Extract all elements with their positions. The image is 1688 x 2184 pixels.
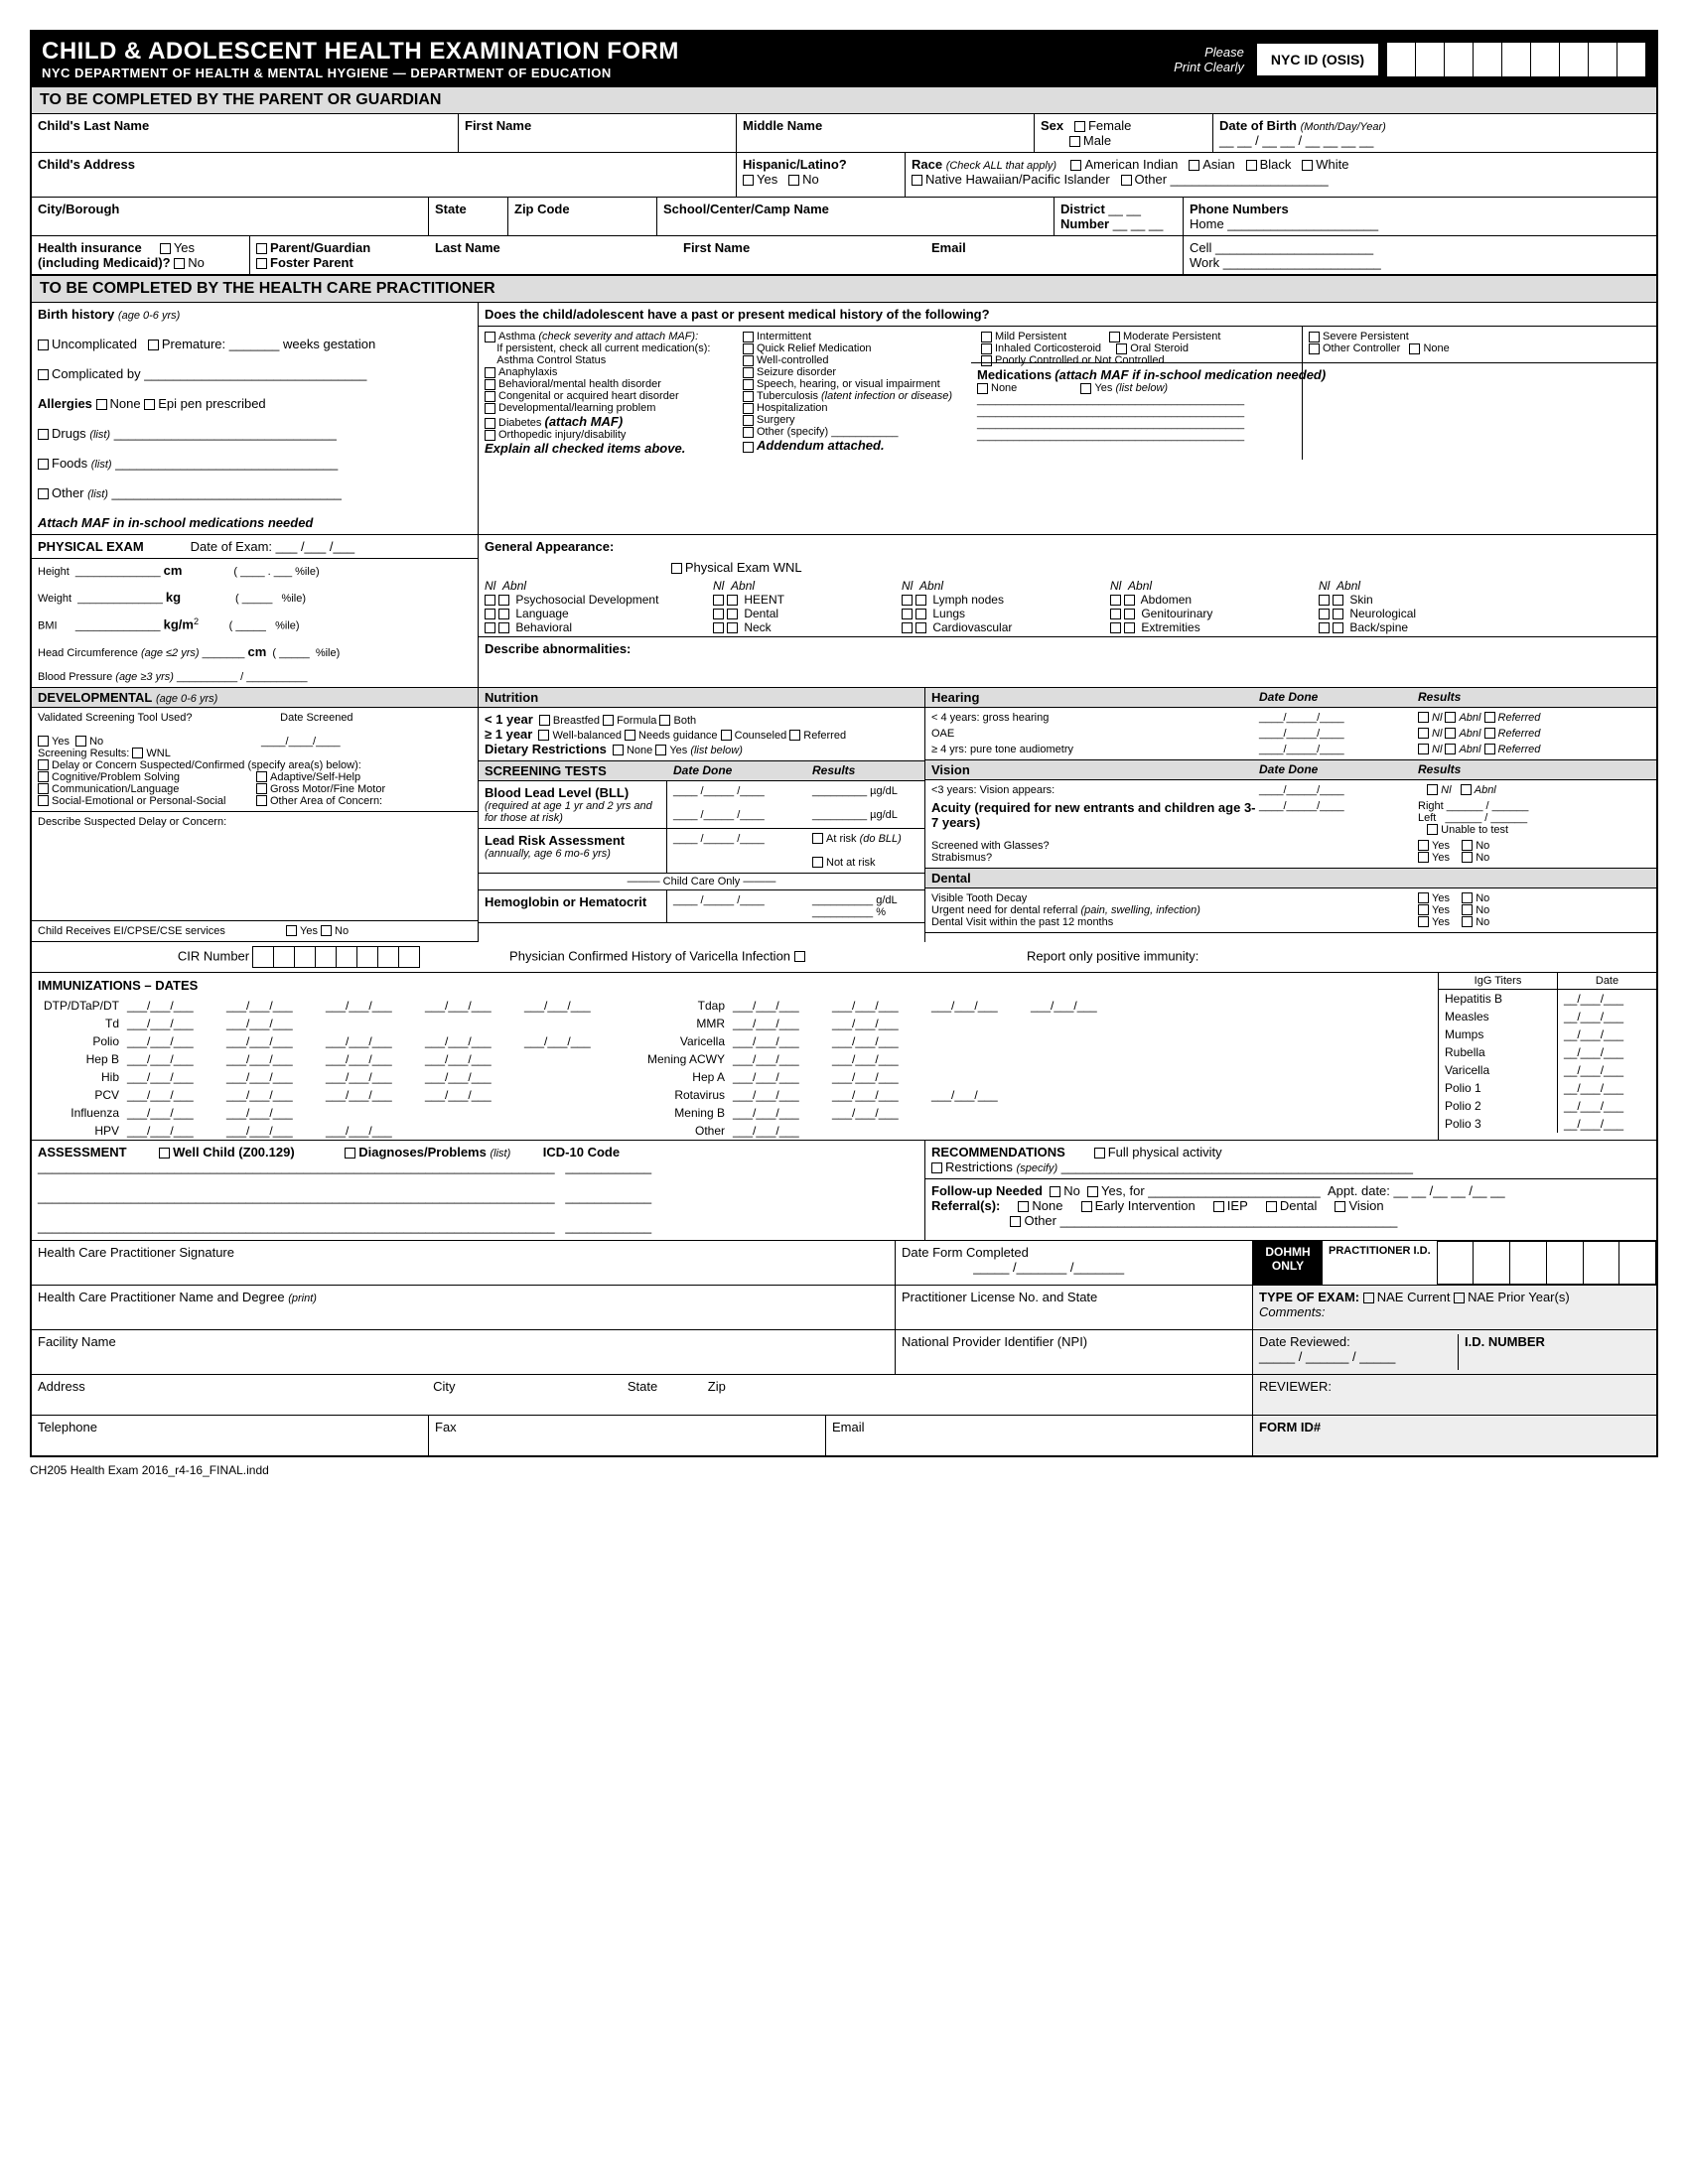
- birth-history-label: Birth history: [38, 307, 114, 322]
- first-name-label: First Name: [465, 118, 531, 133]
- number-label: Number: [1060, 216, 1109, 231]
- form-subtitle: NYC DEPARTMENT OF HEALTH & MENTAL HYGIEN…: [42, 66, 1174, 80]
- pe-title: PHYSICAL EXAM: [38, 539, 144, 554]
- race-other-checkbox[interactable]: [1121, 175, 1132, 186]
- dohmh-only-label: DOHMH ONLY: [1253, 1241, 1323, 1285]
- hisp-no-checkbox[interactable]: [788, 175, 799, 186]
- meds-yes-checkbox[interactable]: [1080, 383, 1091, 394]
- race-ai-checkbox[interactable]: [1070, 160, 1081, 171]
- prem-checkbox[interactable]: [148, 340, 159, 350]
- race-black-checkbox[interactable]: [1246, 160, 1257, 171]
- district-label: District: [1060, 202, 1105, 216]
- race-label: Race: [912, 157, 942, 172]
- dob-label: Date of Birth: [1219, 118, 1297, 133]
- ga-label: General Appearance:: [485, 539, 614, 554]
- asthma-checkbox[interactable]: [485, 332, 495, 342]
- nutrition-title: Nutrition: [485, 690, 538, 705]
- hi-no-checkbox[interactable]: [174, 258, 185, 269]
- print-note: PleasePrint Clearly: [1174, 45, 1244, 74]
- wellchild-checkbox[interactable]: [159, 1148, 170, 1159]
- address-row: Child's Address Hispanic/Latino? Yes No …: [32, 153, 1656, 198]
- zip-label: Zip Code: [514, 202, 570, 216]
- drugs-checkbox[interactable]: [38, 429, 49, 440]
- dob-field[interactable]: __ __ / __ __ / __ __ __ __: [1219, 133, 1373, 148]
- footer-filename: CH205 Health Exam 2016_r4-16_FINAL.indd: [30, 1463, 1658, 1477]
- fpa-checkbox[interactable]: [1094, 1148, 1105, 1159]
- middle-name-label: Middle Name: [743, 118, 822, 133]
- epi-checkbox[interactable]: [144, 399, 155, 410]
- diagnoses-checkbox[interactable]: [345, 1148, 355, 1159]
- hispanic-label: Hispanic/Latino?: [743, 157, 847, 172]
- phones-label: Phone Numbers: [1190, 202, 1289, 216]
- pg-checkbox[interactable]: [256, 243, 267, 254]
- foods-checkbox[interactable]: [38, 459, 49, 470]
- section-parent-header: TO BE COMPLETED BY THE PARENT OR GUARDIA…: [32, 86, 1656, 114]
- name-row: Child's Last Name First Name Middle Name…: [32, 114, 1656, 153]
- last-name-label: Child's Last Name: [38, 118, 149, 133]
- nae-current-checkbox[interactable]: [1363, 1293, 1374, 1303]
- hisp-yes-checkbox[interactable]: [743, 175, 754, 186]
- nycid-label: NYC ID (OSIS): [1256, 43, 1379, 76]
- vision-title: Vision: [925, 760, 1253, 779]
- dev-title: DEVELOPMENTAL: [38, 690, 152, 705]
- nae-prior-checkbox[interactable]: [1454, 1293, 1465, 1303]
- form-title: CHILD & ADOLESCENT HEALTH EXAMINATION FO…: [42, 38, 1174, 66]
- hi-yes-checkbox[interactable]: [160, 243, 171, 254]
- city-label: City/Borough: [38, 202, 119, 216]
- address-label: Child's Address: [38, 157, 135, 172]
- assessment-title: ASSESSMENT: [38, 1145, 127, 1160]
- varicella-history-checkbox[interactable]: [794, 951, 805, 962]
- male-checkbox[interactable]: [1069, 136, 1080, 147]
- fp-checkbox[interactable]: [256, 258, 267, 269]
- comp-checkbox[interactable]: [38, 369, 49, 380]
- other-allergy-checkbox[interactable]: [38, 488, 49, 499]
- insurance-row: Health insurance Yes (including Medicaid…: [32, 236, 1656, 275]
- state-label: State: [435, 202, 467, 216]
- screening-title: SCREENING TESTS: [479, 761, 667, 780]
- nycid-boxes[interactable]: [1387, 42, 1646, 77]
- race-nhpi-checkbox[interactable]: [912, 175, 922, 186]
- immunizations-title: IMMUNIZATIONS – DATES: [38, 978, 198, 993]
- medical-history-q: Does the child/adolescent have a past or…: [485, 307, 990, 322]
- pewnl-checkbox[interactable]: [671, 563, 682, 574]
- uncomp-checkbox[interactable]: [38, 340, 49, 350]
- sex-label: Sex: [1041, 118, 1063, 133]
- meds-none-checkbox[interactable]: [977, 383, 988, 394]
- hi-label: Health insurance: [38, 240, 142, 255]
- race-white-checkbox[interactable]: [1302, 160, 1313, 171]
- desc-abn-label: Describe abnormalities:: [485, 641, 631, 656]
- cir-row: CIR Number Physician Confirmed History o…: [32, 942, 1656, 973]
- attach-maf-note: Attach MAF in in-school medications need…: [38, 515, 313, 530]
- school-label: School/Center/Camp Name: [663, 202, 829, 216]
- recommendations-title: RECOMMENDATIONS: [931, 1145, 1065, 1160]
- form-container: CHILD & ADOLESCENT HEALTH EXAMINATION FO…: [30, 30, 1658, 1457]
- hearing-title: Hearing: [925, 688, 1253, 707]
- section-practitioner-header: TO BE COMPLETED BY THE HEALTH CARE PRACT…: [32, 275, 1656, 303]
- city-row: City/Borough State Zip Code School/Cente…: [32, 198, 1656, 236]
- race-asian-checkbox[interactable]: [1189, 160, 1199, 171]
- female-checkbox[interactable]: [1074, 121, 1085, 132]
- dental-title: Dental: [925, 869, 1656, 888]
- form-header: CHILD & ADOLESCENT HEALTH EXAMINATION FO…: [32, 32, 1656, 86]
- allergy-none-checkbox[interactable]: [96, 399, 107, 410]
